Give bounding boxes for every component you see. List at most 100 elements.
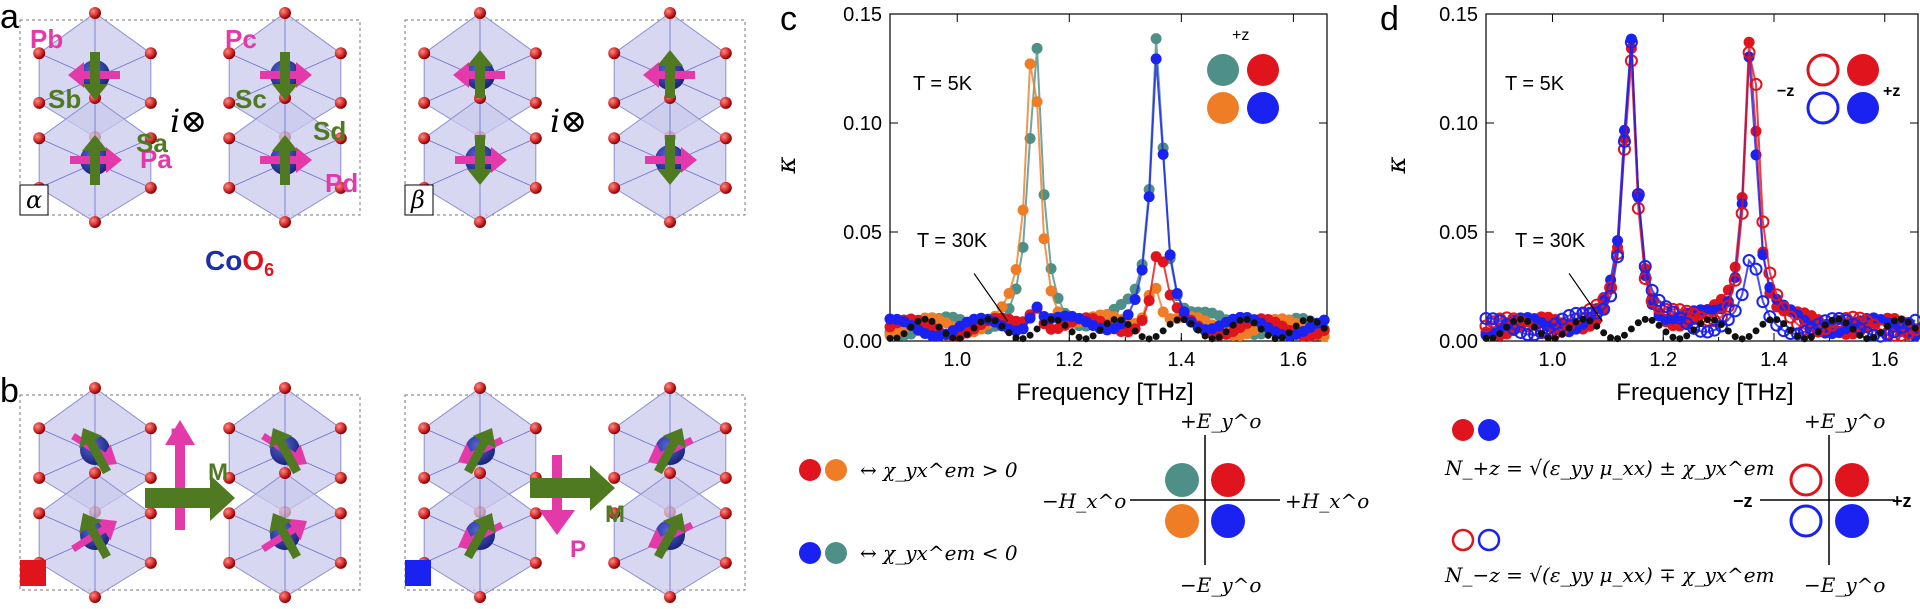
data-point <box>1318 314 1330 326</box>
octahedron-a-4-o-atom-4 <box>418 96 431 109</box>
spin-arrow-Sc <box>272 52 298 100</box>
octahedron-b-0-o-atom-4 <box>33 471 46 484</box>
data-point <box>1728 304 1742 318</box>
octahedron-a-0-o-atom-4 <box>33 96 46 109</box>
diag-red <box>1211 463 1245 497</box>
inversion-beta: i⊗ <box>550 102 587 140</box>
octahedron-a-2-o-atom-2 <box>334 96 347 109</box>
data-point <box>1631 187 1645 201</box>
d-open-blue-dot <box>1477 528 1501 552</box>
data-point <box>1164 249 1176 261</box>
data-point <box>1150 33 1162 45</box>
data-point <box>1562 309 1576 323</box>
panel-letter-c: c <box>780 0 797 38</box>
octahedra-a <box>33 7 732 228</box>
spin-arrow-b2-0 <box>464 428 496 475</box>
octahedron-b-4-o-atom-4 <box>418 471 431 484</box>
diag-orange <box>1165 504 1199 538</box>
data-point <box>1150 282 1162 294</box>
data-point <box>1735 206 1749 220</box>
data-point <box>1117 316 1125 324</box>
data-point <box>1759 320 1767 328</box>
octahedron-a-3-o-atom-3 <box>279 216 291 228</box>
formula-sub: 6 <box>264 260 274 280</box>
data-point <box>1024 312 1036 324</box>
data-point <box>956 334 964 342</box>
data-point <box>1579 315 1587 323</box>
octahedron-a-5-o-atom-1 <box>529 132 542 145</box>
y-tick-label: 0.00 <box>843 331 882 353</box>
legend-plus-z: +z <box>1883 83 1900 100</box>
data-point <box>928 317 936 325</box>
octahedron-b-6-o-atom-4 <box>608 471 621 484</box>
data-point <box>1904 318 1912 326</box>
data-point <box>1648 316 1656 324</box>
data-point <box>1250 319 1258 327</box>
spin-arrow-beta-1 <box>467 50 493 98</box>
N-minus-z: N_−z = √(ε_yy μ_xx) ∓ χ_yx^em <box>1444 563 1775 587</box>
octahedron-a-4-o-atom-0 <box>474 7 486 19</box>
data-point <box>970 324 978 332</box>
legend-d-open-red <box>1806 53 1840 87</box>
temp-pointer <box>973 273 1009 322</box>
data-point <box>1129 294 1141 306</box>
octahedron-b-1-o-atom-5 <box>33 507 46 520</box>
label-Sc: Sc <box>235 84 267 114</box>
data-point <box>1638 272 1652 286</box>
data-point <box>1646 299 1658 311</box>
data-point <box>1178 306 1190 318</box>
data-point <box>1017 204 1029 216</box>
octahedron-a-4-o-atom-5 <box>418 47 431 60</box>
xlabel-d: Frequency [THz] <box>1616 379 1793 406</box>
data-point <box>1521 328 1535 342</box>
data-point <box>1082 335 1090 343</box>
panel-d: d 1.0 1.2 1.4 1.6 0.00 0.05 0.10 0.15 κ Frequen… <box>1380 0 1920 406</box>
octahedron-a-7-o-atom-5 <box>608 132 621 145</box>
tag-alpha: α <box>26 186 42 214</box>
octahedron-a-3-o-atom-5 <box>223 132 236 145</box>
octahedron-b-5-o-atom-3 <box>474 591 486 603</box>
spin-arrow-beta-4 <box>657 135 683 185</box>
panel-c: c 1.0 1.2 1.4 1.6 0.00 0.05 0.10 0.15 κ Frequen… <box>772 0 1330 406</box>
octahedron-b-3-o-atom-3 <box>279 591 291 603</box>
data-point <box>1911 324 1919 332</box>
data-point <box>1131 327 1139 335</box>
unit-cell-red <box>19 394 361 591</box>
legend-orange <box>1207 92 1239 124</box>
data-point <box>1558 330 1566 338</box>
legend-minus-z: −z <box>1777 83 1794 100</box>
octahedron-b-6-o-atom-1 <box>719 422 732 435</box>
data-point <box>1800 335 1808 343</box>
label-M-1: M <box>208 459 228 486</box>
data-point <box>1486 312 1500 326</box>
data-point <box>1735 288 1749 302</box>
data-point <box>1143 295 1155 307</box>
octahedron-a-7-o-atom-4 <box>608 181 621 194</box>
x-tick-label: 1.6 <box>1871 349 1899 371</box>
relation-positive: ↔ χ_yx^em > 0 <box>860 458 1018 482</box>
data-point <box>1278 334 1286 342</box>
data-point <box>1565 324 1573 332</box>
data-point <box>1110 316 1118 324</box>
octahedron-a-5-o-atom-5 <box>418 132 431 145</box>
octahedron-a-0-o-atom-2 <box>144 96 157 109</box>
octahedron-b-3-o-atom-5 <box>223 507 236 520</box>
octahedron-b-3-o-atom-0 <box>279 467 291 479</box>
octahedron-b-4-o-atom-1 <box>529 422 542 435</box>
data-point <box>1731 333 1739 341</box>
data-point <box>893 334 901 342</box>
data-point <box>1856 331 1864 339</box>
data-point <box>1814 328 1822 336</box>
data-point <box>984 315 992 323</box>
octahedron-b-5-o-atom-0 <box>474 467 486 479</box>
data-point <box>1704 316 1712 324</box>
octahedron-b-0-o-atom-0 <box>89 382 101 394</box>
data-point <box>1641 315 1649 323</box>
data-point <box>1745 333 1753 341</box>
octahedron-b-2-o-atom-1 <box>334 422 347 435</box>
data-point <box>1638 259 1652 273</box>
data-point <box>1757 249 1769 261</box>
octahedron-b-3-o-atom-4 <box>223 556 236 569</box>
octahedron-a-5-o-atom-2 <box>529 181 542 194</box>
octahedron-b-7-o-atom-3 <box>664 591 676 603</box>
